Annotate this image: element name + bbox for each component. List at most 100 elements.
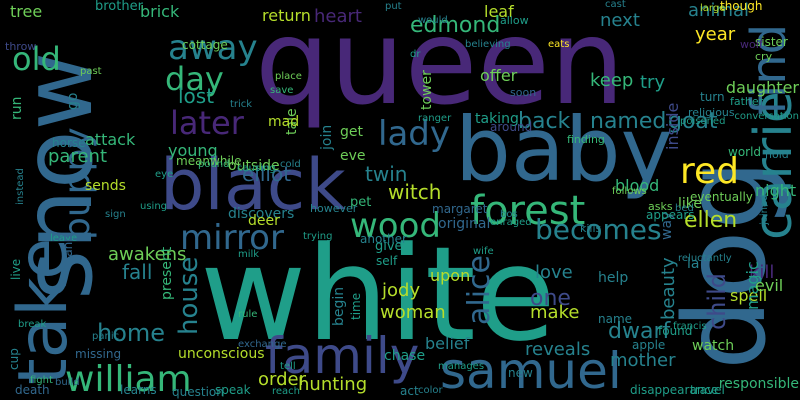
- word-save: save: [270, 85, 294, 97]
- word-away: away: [168, 28, 258, 69]
- word-death: death: [15, 382, 50, 397]
- word-night: night: [755, 180, 797, 200]
- word-year: year: [695, 23, 736, 45]
- word-cup: cup: [7, 348, 21, 370]
- word-learns: learns: [120, 382, 157, 397]
- word-enraged: enraged: [490, 217, 532, 229]
- word-william: william: [65, 358, 192, 400]
- word-reveals: reveals: [525, 338, 591, 360]
- word-run: run: [9, 96, 25, 120]
- word-follows: follows: [612, 186, 647, 198]
- word-deer: deer: [248, 213, 280, 230]
- word-build: build: [55, 377, 80, 389]
- word-large: large: [700, 3, 726, 15]
- word-act: act: [400, 383, 419, 398]
- word-order: order: [258, 368, 306, 390]
- word-asks: asks: [648, 200, 673, 214]
- word-eventually: eventually: [690, 189, 753, 204]
- word-mad: mad: [268, 114, 300, 131]
- word-kills: kills: [580, 222, 602, 236]
- word-wife: wife: [473, 246, 494, 258]
- word-another: another: [360, 231, 407, 246]
- word-put: put: [385, 1, 402, 13]
- word-blood: blood: [615, 175, 660, 195]
- word-named: named: [590, 108, 667, 134]
- word-instead: instead: [15, 168, 26, 205]
- word-love: love: [535, 261, 573, 283]
- word-try: try: [640, 71, 666, 93]
- word-keep: keep: [590, 69, 634, 91]
- word-inside: inside: [663, 102, 682, 150]
- word-margaret: margaret: [432, 201, 488, 216]
- word-tower: tower: [419, 70, 435, 110]
- word-beauty: beauty: [658, 257, 679, 320]
- word-cast: cast: [605, 0, 626, 10]
- word-woman: woman: [380, 301, 446, 323]
- word-old: old: [12, 40, 61, 79]
- word-spell: spell: [730, 285, 768, 305]
- word-break: break: [18, 319, 47, 331]
- word-taking: taking: [475, 111, 519, 128]
- word-begin: begin: [331, 286, 347, 326]
- word-wood: wood: [350, 206, 441, 247]
- word-go: go: [65, 92, 81, 110]
- word-exchange: exchange: [238, 339, 287, 351]
- word-give: give: [375, 238, 403, 254]
- word-day: day: [165, 60, 224, 99]
- word-next: next: [600, 9, 640, 31]
- word-meanwhile: meanwhile: [176, 153, 242, 168]
- word-chase: chase: [384, 348, 426, 365]
- word-hunting: hunting: [298, 373, 368, 395]
- word-appears: appears: [646, 207, 695, 222]
- word-brick: brick: [140, 1, 180, 21]
- word-father: father: [730, 95, 764, 109]
- word-unconscious: unconscious: [178, 346, 265, 363]
- word-outside: outside: [228, 158, 280, 175]
- word-family: family: [265, 327, 420, 385]
- word-samuel: samuel: [440, 342, 622, 400]
- word-offer: offer: [480, 65, 518, 85]
- word-evil: evil: [755, 275, 784, 295]
- word-allow: allow: [500, 14, 529, 28]
- word-live: live: [9, 258, 23, 280]
- word-eats: eats: [548, 39, 570, 51]
- word-pet: pet: [350, 194, 372, 210]
- word-like: like: [678, 196, 703, 213]
- word-panic: panic: [92, 331, 120, 343]
- word-trying: trying: [303, 231, 333, 243]
- word-sends: sends: [85, 178, 126, 195]
- word-around: around: [490, 119, 533, 134]
- word-turn: turn: [700, 89, 725, 104]
- word-dr: dr: [410, 49, 421, 61]
- word-animal: animal: [688, 0, 750, 21]
- word-forest: forest: [470, 187, 586, 234]
- word-parent: parent: [48, 145, 108, 167]
- word-baby: baby: [455, 98, 673, 202]
- word-pound: pound: [198, 159, 230, 171]
- word-heart: heart: [314, 5, 362, 27]
- word-place: place: [275, 71, 302, 83]
- word-self: self: [376, 253, 398, 268]
- word-bed: bed: [675, 203, 694, 215]
- word-red: red: [680, 150, 740, 192]
- word-horse: horse: [52, 135, 86, 150]
- word-land: land: [61, 234, 75, 260]
- word-poisoned: poisoned: [680, 116, 726, 128]
- word-join: join: [319, 124, 335, 150]
- word-help: help: [598, 270, 629, 287]
- word-apple: apple: [632, 337, 666, 352]
- word-disappearance: disappearance: [630, 382, 719, 397]
- word-edmond: edmond: [410, 12, 501, 38]
- word-la: la: [687, 256, 700, 273]
- word-watch: watch: [692, 338, 735, 355]
- word-kill: kill: [749, 261, 775, 283]
- word-cold: cold: [280, 159, 301, 171]
- word-responsible: responsible: [718, 376, 799, 393]
- word-return: return: [262, 5, 311, 25]
- word-reach: reach: [272, 386, 301, 398]
- word-sister: sister: [755, 34, 788, 49]
- word-cottage: cottage: [182, 37, 228, 52]
- word-name: name: [598, 311, 633, 326]
- word-believing: believing: [465, 39, 511, 51]
